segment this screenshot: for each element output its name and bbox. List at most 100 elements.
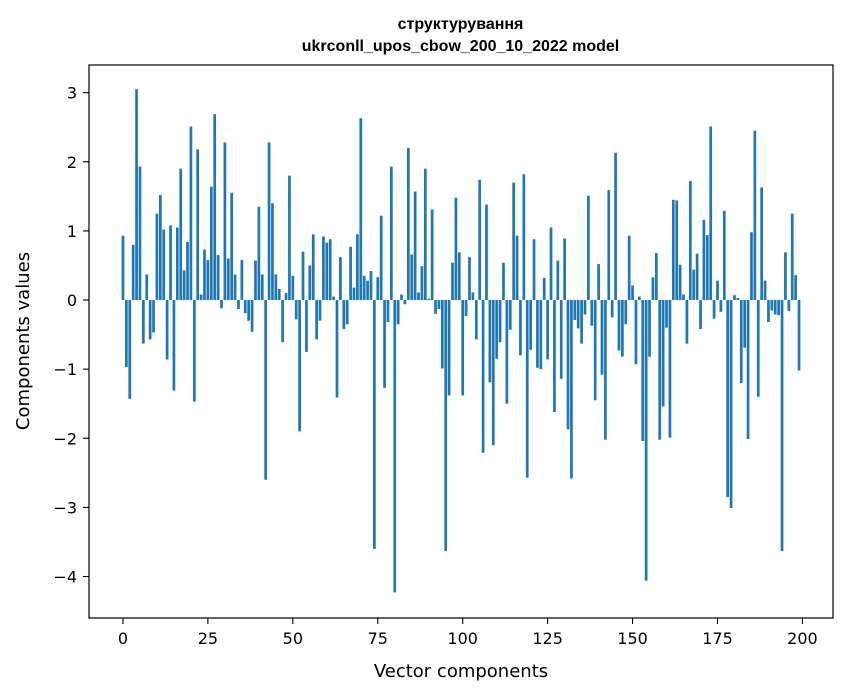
bar	[566, 300, 570, 430]
bar	[128, 300, 132, 399]
bar	[604, 300, 607, 440]
bar	[780, 300, 784, 551]
bar	[213, 114, 217, 301]
bar	[345, 300, 349, 325]
bar	[294, 300, 298, 320]
bar	[590, 300, 594, 326]
bar	[675, 200, 679, 301]
bar	[519, 300, 522, 356]
bar	[247, 300, 251, 321]
bar	[573, 300, 577, 321]
bar	[318, 300, 322, 321]
bar	[141, 300, 145, 344]
bar	[665, 300, 668, 328]
bar	[508, 300, 512, 330]
bar	[733, 295, 736, 301]
x-tick-label: 75	[368, 629, 388, 648]
bar	[271, 203, 274, 301]
bar	[383, 300, 386, 388]
bar	[563, 238, 566, 301]
bar	[182, 270, 186, 301]
bar	[138, 166, 142, 301]
bar	[369, 270, 373, 301]
x-tick-label: 25	[198, 629, 218, 648]
bar	[474, 300, 478, 340]
bar	[709, 126, 713, 301]
bar	[196, 149, 200, 301]
bar	[254, 260, 257, 301]
bar	[705, 235, 709, 301]
bar	[627, 235, 631, 301]
bar	[716, 280, 719, 301]
bar	[478, 179, 482, 301]
bar	[444, 300, 448, 551]
bar	[682, 294, 685, 301]
bar	[277, 288, 281, 301]
bar	[767, 300, 770, 323]
y-tick-label: 2	[67, 153, 77, 172]
y-axis-ticks: 3 2 1 0 −1 −2 −3 −4	[53, 84, 89, 587]
bar	[621, 300, 624, 357]
bar	[400, 294, 403, 301]
bar	[488, 300, 492, 383]
bar	[186, 241, 189, 301]
bar	[671, 199, 675, 301]
bar	[794, 275, 797, 301]
bar	[451, 262, 454, 301]
bar	[600, 300, 604, 375]
bar	[406, 147, 410, 301]
bar	[607, 190, 611, 301]
bar	[485, 204, 488, 301]
bar	[162, 229, 166, 301]
x-axis-ticks: 0 25 50 75 100 125 150 175 200	[118, 618, 818, 648]
bar	[464, 300, 468, 316]
bar	[461, 300, 465, 396]
bar	[756, 300, 760, 397]
bar	[512, 182, 516, 301]
bar	[434, 300, 437, 314]
bar	[580, 300, 583, 344]
bar	[631, 285, 634, 301]
y-tick-label: 3	[67, 84, 77, 103]
y-tick-label: −4	[53, 568, 77, 587]
bar	[121, 235, 125, 301]
bar	[288, 175, 291, 301]
bar	[386, 300, 390, 323]
bar	[172, 300, 176, 391]
bar	[301, 251, 305, 301]
bar	[389, 166, 393, 301]
bar	[736, 297, 740, 301]
bar	[233, 274, 237, 301]
bar	[417, 292, 420, 301]
bar	[396, 300, 400, 325]
plot-area-frame	[88, 64, 834, 619]
bar	[702, 219, 706, 301]
bar	[797, 300, 801, 371]
bar	[413, 191, 417, 301]
bar	[532, 239, 536, 301]
bar	[362, 275, 366, 301]
y-axis-label: Components values	[13, 252, 34, 430]
bar	[281, 300, 285, 343]
bar	[587, 195, 590, 301]
bar	[440, 300, 444, 369]
bar	[498, 300, 502, 343]
bar	[328, 239, 332, 301]
bar	[308, 265, 312, 301]
bar	[763, 280, 767, 301]
y-tick-label: 1	[67, 222, 77, 241]
bar	[379, 215, 383, 301]
bar	[695, 253, 699, 301]
bar	[784, 252, 787, 301]
bar	[787, 300, 791, 312]
bar	[777, 300, 781, 316]
bar	[770, 300, 774, 311]
bar	[614, 152, 617, 301]
bar	[155, 213, 159, 301]
bar	[624, 300, 628, 325]
bar	[654, 253, 658, 301]
bar	[549, 227, 553, 301]
bar	[199, 294, 203, 301]
bar	[250, 300, 254, 332]
